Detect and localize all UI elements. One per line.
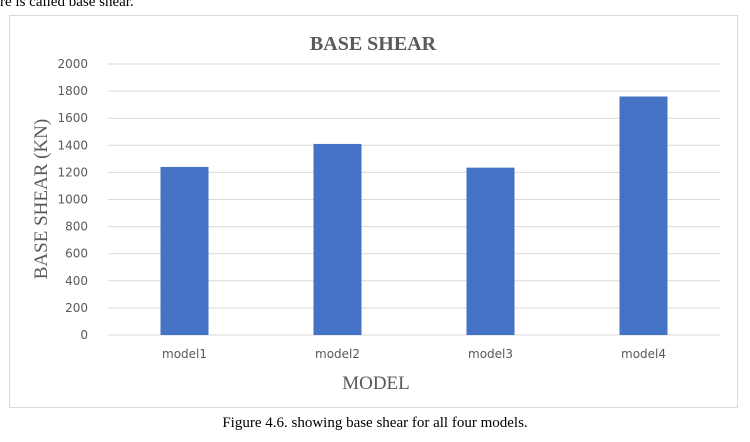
- y-tick-label: 200: [65, 301, 88, 315]
- y-tick-labels: 0 200 400 600 800 1000 1200 1400 1600 1800 2000: [57, 57, 88, 342]
- y-tick-label: 400: [65, 274, 88, 288]
- x-tick-label: model4: [621, 347, 666, 361]
- x-tick-labels: model1 model2 model3 model4: [162, 347, 666, 361]
- x-tick-label: model2: [315, 347, 360, 361]
- figure-caption: Figure 4.6. showing base shear for all f…: [222, 415, 528, 431]
- gridlines: [108, 63, 720, 336]
- bar-model2: [313, 143, 362, 335]
- preceding-text-fragment: re is called base shear.: [0, 0, 134, 10]
- y-tick-label: 600: [65, 247, 88, 261]
- chart-title: BASE SHEAR: [310, 33, 437, 55]
- y-tick-label: 800: [65, 220, 88, 234]
- x-axis-title: MODEL: [342, 373, 410, 394]
- y-tick-label: 0: [80, 328, 88, 342]
- bars: [160, 96, 668, 336]
- bar-model3: [466, 167, 515, 335]
- y-tick-label: 1800: [57, 84, 88, 98]
- bar-model4: [619, 96, 668, 336]
- y-tick-label: 1200: [57, 165, 88, 179]
- y-tick-label: 1600: [57, 111, 88, 125]
- y-axis-title: BASE SHEAR (KN): [31, 119, 52, 279]
- bar-model1: [160, 166, 209, 335]
- chart-frame: [9, 15, 738, 408]
- y-tick-label: 2000: [57, 57, 88, 71]
- y-tick-label: 1400: [57, 138, 88, 152]
- y-tick-label: 1000: [57, 193, 88, 207]
- x-tick-label: model1: [162, 347, 207, 361]
- x-tick-label: model3: [468, 347, 513, 361]
